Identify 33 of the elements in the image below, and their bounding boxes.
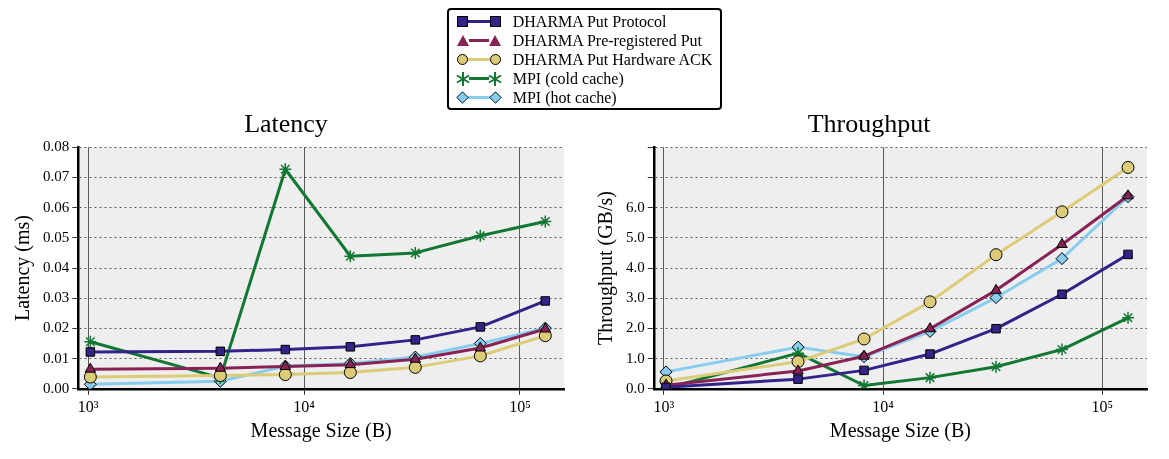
y-tick-label: 0.05 <box>43 228 70 245</box>
legend-label: MPI (cold cache) <box>512 69 624 88</box>
y-tick-label: 0.00 <box>43 379 70 396</box>
y-tick-label: 4.0 <box>626 258 645 275</box>
y-tick-label: 0.08 <box>43 138 70 155</box>
x-tick-label: 10⁴ <box>872 397 895 415</box>
y-tick-label: 3.0 <box>626 289 645 306</box>
chart-title: Throughput <box>807 109 932 139</box>
x-tick-label: 10⁵ <box>1091 397 1114 415</box>
y-axis-title: Throughput (GB/s) <box>594 191 618 345</box>
legend-label: DHARMA Put Hardware ACK <box>512 50 713 69</box>
x-axis-title: Message Size (B) <box>250 419 392 443</box>
legend-label: MPI (hot cache) <box>512 88 617 107</box>
y-tick-label: 0.03 <box>43 289 70 306</box>
y-tick-label: 0.02 <box>43 319 70 336</box>
legend-label: DHARMA Put Protocol <box>512 12 667 31</box>
legend-label: DHARMA Pre-registered Put <box>512 31 703 50</box>
y-tick-label: 0.04 <box>43 258 70 275</box>
y-tick-label: 1.0 <box>626 349 645 366</box>
x-tick-label: 10⁴ <box>293 397 316 415</box>
x-tick-label: 10³ <box>653 397 675 415</box>
chart-title: Latency <box>244 109 328 139</box>
y-tick-label: 0.0 <box>626 379 645 396</box>
y-tick-label: 0.01 <box>43 349 70 366</box>
y-tick-label: 2.0 <box>626 319 645 336</box>
y-tick-label: 0.06 <box>43 198 70 215</box>
y-axis-title: Latency (ms) <box>11 214 35 322</box>
y-tick-label: 0.07 <box>43 168 70 185</box>
x-tick-label: 10⁵ <box>509 397 531 415</box>
y-tick-label: 6.0 <box>626 198 645 215</box>
x-tick-label: 10³ <box>77 397 99 415</box>
y-tick-label: 5.0 <box>626 228 645 245</box>
x-axis-title: Message Size (B) <box>829 419 971 443</box>
